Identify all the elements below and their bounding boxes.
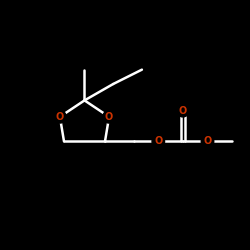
Circle shape xyxy=(177,104,189,117)
Circle shape xyxy=(54,110,66,123)
Text: O: O xyxy=(179,106,187,116)
Text: O: O xyxy=(56,112,64,122)
Circle shape xyxy=(152,135,164,148)
Text: O: O xyxy=(154,136,162,146)
Circle shape xyxy=(201,135,214,148)
Circle shape xyxy=(103,110,115,123)
Text: O: O xyxy=(204,136,212,146)
Text: O: O xyxy=(105,112,113,122)
